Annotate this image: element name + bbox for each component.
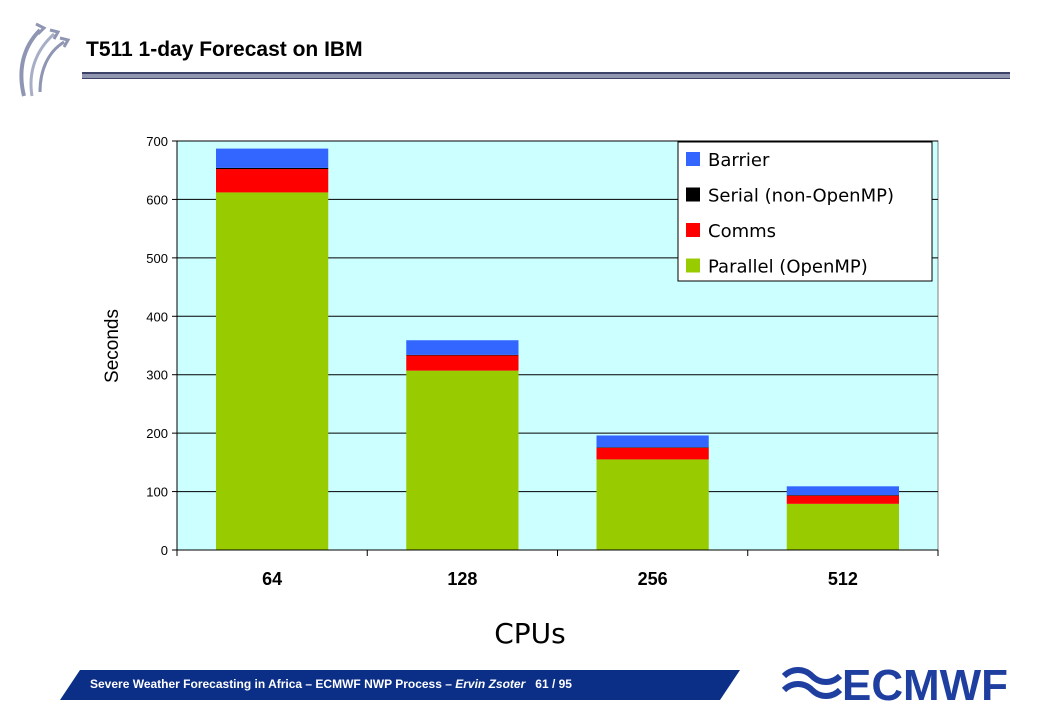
bar-segment: [786, 486, 899, 496]
bar-segment: [216, 192, 329, 550]
bar-segment: [406, 340, 519, 355]
y-tick-label: 200: [146, 426, 168, 441]
stacked-bar-chart: 0 100 200 300 400 500 600 700 64 128 256 512 Secon…: [102, 134, 939, 650]
title-rule: [82, 72, 1010, 79]
footer-author: Ervin Zsoter: [455, 677, 526, 691]
ecmwf-logo-icon: ECMWF: [782, 661, 1008, 706]
footer-text: Severe Weather Forecasting in Africa – E…: [90, 677, 572, 691]
bar-segment: [216, 148, 329, 168]
slide-title: T511 1-day Forecast on IBM: [86, 38, 363, 61]
bar-segment: [406, 355, 519, 371]
legend-label: Barrier: [708, 150, 770, 171]
bar-segment: [406, 354, 519, 356]
legend-swatch: [686, 152, 700, 166]
bar-segment: [406, 370, 519, 550]
ecmwf-arrows-icon: [19, 22, 71, 97]
bar-segment: [596, 447, 709, 460]
bar-segment: [216, 169, 329, 193]
bar-segment: [596, 459, 709, 550]
bar-segment: [786, 503, 899, 550]
x-tick-label: 256: [638, 569, 668, 589]
y-tick-label: 500: [146, 251, 168, 266]
x-tick-label: 512: [828, 569, 858, 589]
y-tick-label: 700: [146, 134, 168, 149]
legend-label: Serial (non-OpenMP): [708, 186, 894, 207]
y-tick-label: 300: [146, 368, 168, 383]
x-axis-label: CPUs: [494, 617, 566, 650]
legend-label: Parallel (OpenMP): [708, 257, 868, 278]
bar-segment: [786, 495, 899, 504]
footer-bar: [60, 670, 740, 700]
x-tick-label: 64: [262, 569, 282, 589]
y-tick-label: 0: [161, 543, 168, 558]
bar-segment: [596, 435, 709, 448]
legend-swatch: [686, 223, 700, 237]
y-tick-label: 400: [146, 309, 168, 324]
page-number: 61 / 95: [535, 677, 572, 691]
footer-main: Severe Weather Forecasting in Africa – E…: [90, 677, 456, 691]
bar-segment: [786, 495, 899, 496]
bar-segment: [216, 167, 329, 170]
chart-legend: Barrier Serial (non-OpenMP) Comms Parallel …: [677, 141, 933, 282]
bar-segment: [596, 447, 709, 448]
legend-swatch: [686, 258, 700, 273]
legend-label: Comms: [708, 221, 776, 242]
y-tick-label: 600: [146, 192, 168, 207]
ecmwf-logo-text: ECMWF: [842, 661, 1008, 706]
legend-swatch: [686, 187, 700, 202]
y-axis-label: Seconds: [102, 309, 123, 383]
x-tick-label: 128: [447, 569, 477, 589]
y-tick-label: 100: [146, 485, 168, 500]
